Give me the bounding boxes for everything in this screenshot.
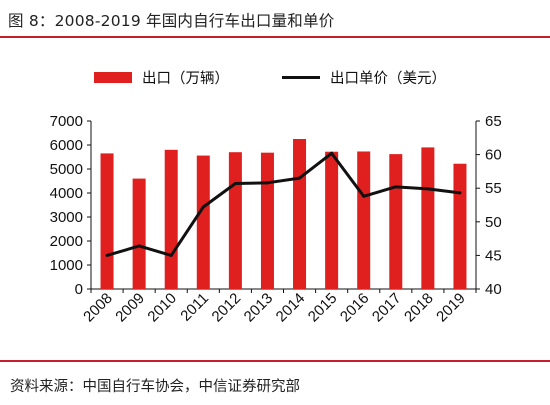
right-tick-label: 50 bbox=[485, 214, 502, 231]
bar bbox=[293, 139, 307, 289]
left-tick-label: 4000 bbox=[50, 185, 83, 202]
x-tick-label: 2013 bbox=[241, 290, 277, 326]
line-point bbox=[169, 253, 173, 257]
left-tick-label: 3000 bbox=[50, 209, 83, 226]
bar bbox=[357, 151, 371, 289]
bar bbox=[325, 151, 339, 289]
figure-title: 图 8：2008-2019 年国内自行车出口量和单价 bbox=[8, 12, 335, 30]
bar bbox=[196, 155, 210, 289]
line-point bbox=[265, 181, 269, 185]
right-tick-label: 65 bbox=[485, 113, 502, 130]
chart: 出口（万辆） 出口单价（美元） 0 1000 2000 3000 4000 5000 600… bbox=[50, 70, 502, 325]
right-tick-label: 55 bbox=[485, 180, 502, 197]
x-tick-label: 2011 bbox=[177, 290, 212, 325]
x-tick-label: 2016 bbox=[337, 290, 373, 326]
line-point bbox=[233, 181, 237, 185]
bar bbox=[100, 153, 114, 289]
line-point bbox=[458, 191, 462, 195]
top-rule bbox=[0, 36, 550, 38]
bar bbox=[132, 178, 146, 289]
source-note: 资料来源：中国自行车协会，中信证券研究部 bbox=[10, 379, 300, 395]
line-point bbox=[201, 205, 205, 209]
line-point bbox=[426, 187, 430, 191]
x-tick-label: 2012 bbox=[209, 290, 245, 326]
left-tick-label: 1000 bbox=[50, 257, 83, 274]
line-point bbox=[105, 253, 109, 257]
x-tick-label: 2017 bbox=[369, 290, 405, 326]
x-tick-label: 2009 bbox=[112, 290, 148, 326]
axes: 0 1000 2000 3000 4000 5000 6000 7000 40 45 50 55 60 6… bbox=[50, 113, 502, 325]
bar bbox=[389, 154, 403, 289]
bar bbox=[453, 163, 467, 289]
left-tick-label: 0 bbox=[75, 281, 83, 298]
x-tick-label: 2008 bbox=[80, 290, 116, 326]
bar-series bbox=[100, 139, 467, 289]
price-line bbox=[106, 151, 461, 257]
x-tick-label: 2015 bbox=[305, 290, 341, 326]
bar bbox=[164, 149, 178, 289]
line-point bbox=[330, 151, 334, 155]
left-tick-label: 7000 bbox=[50, 113, 83, 130]
right-tick-label: 40 bbox=[485, 281, 502, 298]
line-point bbox=[298, 176, 302, 180]
x-tick-label: 2018 bbox=[401, 290, 437, 326]
line-series bbox=[105, 151, 462, 257]
legend: 出口（万辆） 出口单价（美元） bbox=[94, 70, 446, 87]
x-tick-label: 2019 bbox=[433, 290, 469, 326]
bar bbox=[228, 152, 242, 289]
left-tick-label: 6000 bbox=[50, 137, 83, 154]
legend-line-label: 出口单价（美元） bbox=[330, 70, 446, 87]
left-tick-label: 2000 bbox=[50, 233, 83, 250]
line-point bbox=[394, 185, 398, 189]
line-point bbox=[362, 194, 366, 198]
right-tick-label: 60 bbox=[485, 147, 502, 164]
bar bbox=[260, 152, 274, 289]
line-point bbox=[137, 244, 141, 248]
right-tick-label: 45 bbox=[485, 247, 502, 264]
x-tick-label: 2014 bbox=[273, 290, 309, 326]
bottom-rule bbox=[0, 360, 550, 362]
legend-bar-swatch bbox=[94, 72, 132, 83]
legend-bar-label: 出口（万辆） bbox=[142, 70, 229, 87]
x-tick-label: 2010 bbox=[144, 290, 180, 326]
bar bbox=[421, 147, 435, 289]
left-tick-label: 5000 bbox=[50, 161, 83, 178]
